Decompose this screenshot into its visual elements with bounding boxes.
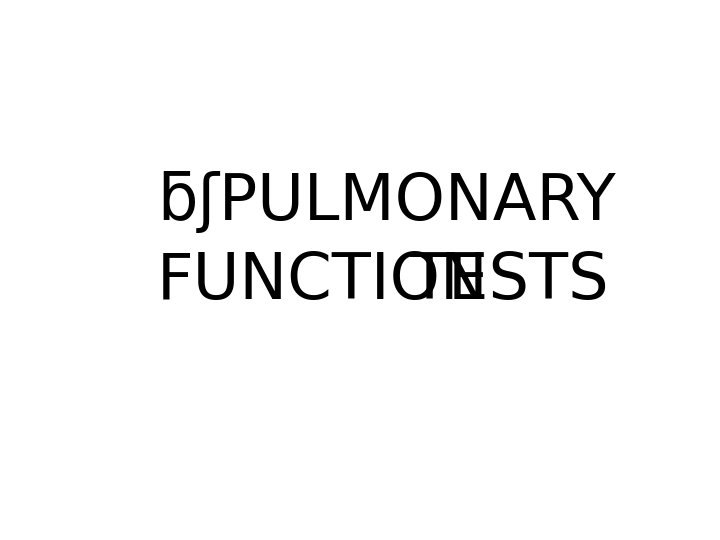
Text: ƃʃPULMONARY: ƃʃPULMONARY [157,171,616,233]
Text: FUNCTION: FUNCTION [157,250,489,312]
Text: TESTS: TESTS [409,250,609,312]
